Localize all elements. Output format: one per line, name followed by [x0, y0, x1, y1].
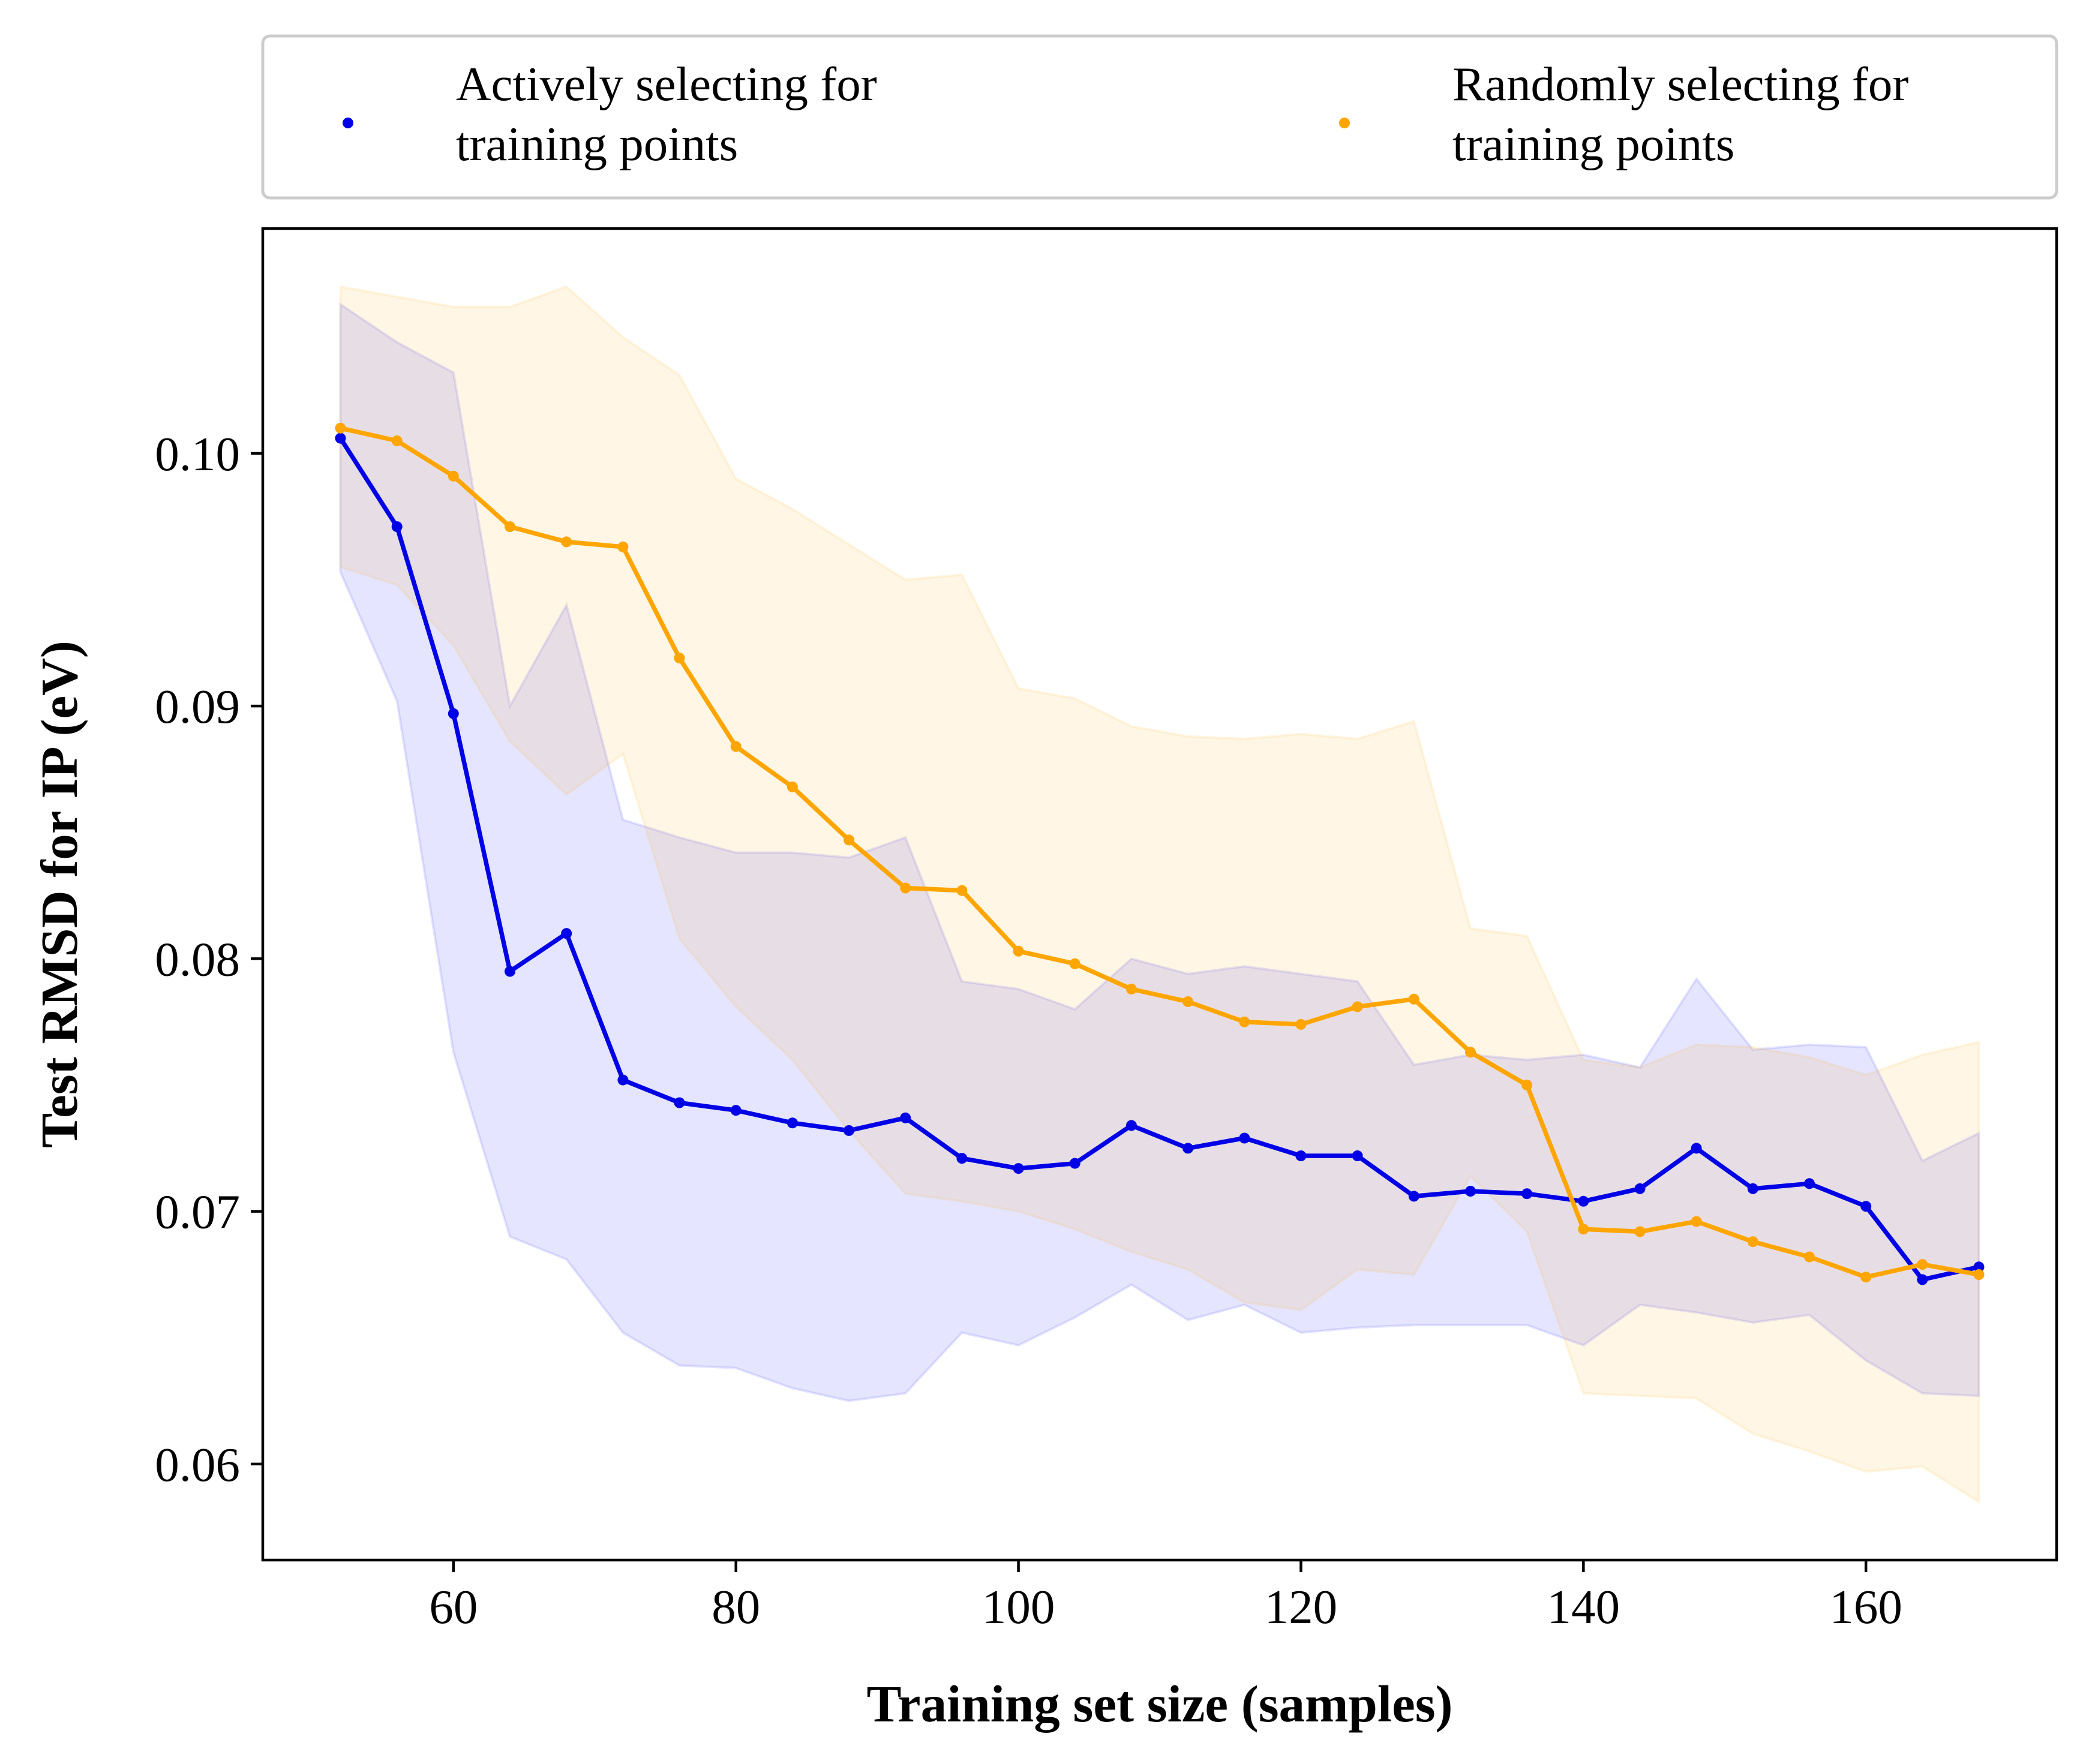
data-point-active — [335, 432, 346, 444]
legend-label-active-line2: training points — [456, 117, 738, 171]
data-point-random — [1634, 1226, 1646, 1237]
data-point-active — [1239, 1132, 1250, 1144]
y-tick-label: 0.08 — [155, 932, 240, 986]
series-line-random — [340, 426, 1980, 1279]
data-point-random — [1182, 996, 1194, 1007]
legend-marker-random — [1339, 118, 1350, 128]
data-point-random — [1521, 1080, 1533, 1090]
data-point-active — [448, 708, 459, 719]
data-point-active — [1182, 1143, 1194, 1154]
data-point-active — [1973, 1261, 1985, 1273]
legend-frame — [261, 34, 2058, 200]
data-point-active — [505, 966, 515, 977]
data-point-active — [1013, 1163, 1024, 1174]
data-point-random — [1465, 1047, 1476, 1058]
data-point-random — [1973, 1269, 1985, 1280]
data-point-active — [1804, 1178, 1815, 1189]
confidence-band-active — [339, 302, 1980, 1402]
data-point-random — [1352, 1001, 1363, 1012]
y-tick-label: 0.07 — [155, 1185, 240, 1239]
data-point-active — [391, 521, 403, 533]
data-point-active — [1860, 1201, 1872, 1212]
x-axis-ticks: 60 80 100 120 140 160 — [429, 1560, 1902, 1634]
data-point-active — [900, 1112, 911, 1123]
data-point-random — [1125, 984, 1137, 994]
data-point-active — [674, 1097, 685, 1108]
data-point-active — [956, 1153, 968, 1164]
data-point-active — [1747, 1183, 1758, 1194]
plot-content — [335, 285, 1985, 1504]
legend-label-active-line1: Actively selecting for — [456, 57, 877, 111]
data-point-random — [1804, 1251, 1815, 1263]
data-point-active — [1691, 1143, 1702, 1154]
data-point-random — [335, 422, 346, 434]
data-point-random — [1691, 1216, 1702, 1227]
data-point-active — [1578, 1195, 1589, 1207]
y-axis-ticks: 0.06 0.07 0.08 0.09 0.10 — [155, 427, 263, 1492]
data-point-active — [1634, 1183, 1646, 1194]
data-point-active — [617, 1074, 629, 1086]
legend-marker-active — [343, 118, 353, 128]
data-point-random — [1408, 993, 1419, 1005]
x-tick-label: 60 — [429, 1580, 478, 1634]
data-point-active — [844, 1125, 854, 1136]
data-point-active — [730, 1105, 742, 1116]
data-point-random — [1069, 958, 1080, 969]
data-point-random — [505, 521, 515, 533]
x-tick-label: 140 — [1547, 1580, 1620, 1634]
data-point-active — [1521, 1188, 1533, 1200]
data-point-random — [617, 541, 629, 552]
series-line-active — [338, 437, 1980, 1282]
data-point-active — [1408, 1191, 1419, 1202]
x-tick-label: 100 — [982, 1580, 1055, 1634]
legend: Actively selecting for training points R… — [261, 34, 2058, 200]
y-axis-title: Test RMSD for IP (eV) — [30, 641, 88, 1148]
legend-label-random-line1: Randomly selecting for — [1452, 57, 1908, 111]
data-point-active — [561, 928, 572, 939]
x-axis-title: Training set size (samples) — [866, 1675, 1452, 1733]
y-tick-label: 0.09 — [155, 680, 240, 734]
data-point-active — [787, 1117, 798, 1129]
data-point-random — [391, 435, 403, 446]
data-point-random — [1917, 1259, 1928, 1270]
data-point-random — [787, 782, 798, 792]
data-point-random — [900, 882, 911, 894]
data-point-active — [1125, 1120, 1137, 1131]
data-point-random — [1013, 945, 1024, 957]
data-point-random — [448, 470, 459, 482]
legend-label-random-line2: training points — [1452, 117, 1734, 171]
axes-frame — [261, 227, 2058, 1562]
x-tick-label: 80 — [712, 1580, 760, 1634]
data-point-active — [1069, 1158, 1080, 1169]
data-point-random — [844, 834, 854, 846]
data-point-random — [730, 741, 742, 752]
data-point-active — [1917, 1274, 1928, 1285]
data-point-random — [1747, 1236, 1758, 1248]
data-point-active — [1352, 1150, 1363, 1161]
data-point-active — [1295, 1150, 1307, 1161]
data-point-random — [1578, 1224, 1589, 1235]
data-point-random — [1239, 1016, 1250, 1027]
x-tick-label: 160 — [1829, 1580, 1902, 1634]
x-tick-label: 120 — [1265, 1580, 1338, 1634]
data-point-random — [1860, 1272, 1872, 1283]
data-point-random — [1295, 1018, 1307, 1030]
data-point-active — [1465, 1186, 1476, 1197]
y-tick-label: 0.06 — [155, 1438, 240, 1492]
data-point-random — [674, 653, 685, 664]
data-point-random — [561, 536, 572, 548]
data-point-random — [956, 885, 968, 896]
y-tick-label: 0.10 — [155, 427, 240, 481]
